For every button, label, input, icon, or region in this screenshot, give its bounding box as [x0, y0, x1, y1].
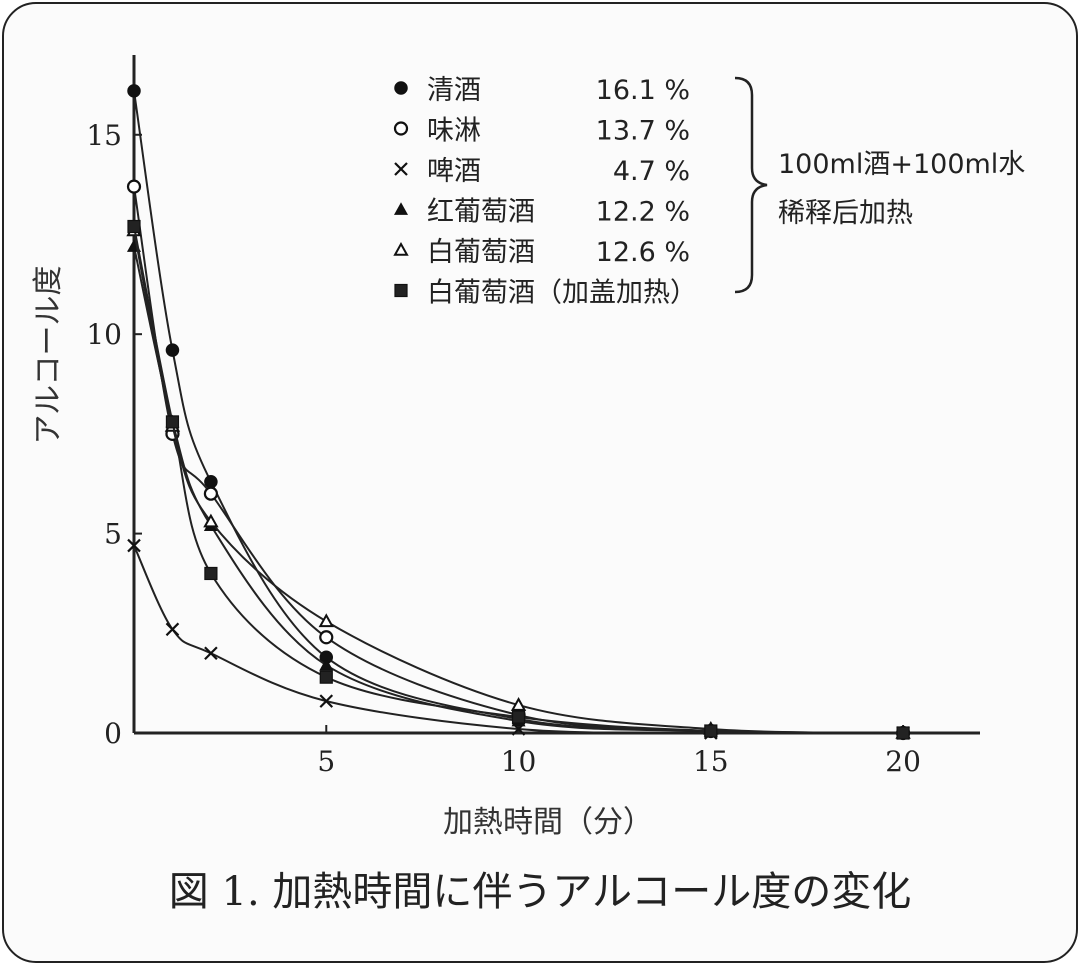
legend-label: 红葡萄酒 — [427, 197, 535, 228]
marker-open-circle — [393, 121, 409, 136]
marker-cross-stroke — [394, 162, 408, 176]
brace-note-line1: 100ml酒+100ml水 — [778, 149, 1025, 180]
marker-filled-square — [511, 710, 526, 724]
marker-cross — [319, 694, 334, 708]
marker-filled-square — [319, 670, 333, 684]
marker-cross-stroke — [127, 538, 141, 553]
legend-item: 白葡萄酒（加盖加热） — [394, 278, 697, 309]
series-line — [133, 246, 904, 734]
x-tick-label: 5 — [317, 745, 335, 778]
marker-filled-circle — [165, 343, 180, 357]
marker-cross-stroke — [165, 622, 180, 637]
figure-title: 図 1. 加熱時間に伴うアルコール度の変化 — [169, 869, 911, 915]
legend-item: 味淋 13.7 % — [393, 116, 690, 147]
y-tick-label: 5 — [104, 518, 122, 551]
legend-item: 啤酒 4.7 % — [394, 156, 690, 187]
marker-open-circle — [319, 630, 334, 645]
x-tick-label: 15 — [693, 745, 729, 778]
marker-filled-circle — [127, 84, 141, 98]
series-6 — [127, 219, 910, 740]
marker-filled-square — [394, 283, 408, 298]
x-tick-label: 10 — [501, 745, 537, 778]
series-line — [133, 186, 904, 735]
series-4 — [126, 239, 911, 739]
marker-cross — [204, 646, 218, 661]
marker-filled-square — [204, 566, 218, 581]
legend-percent: 4.7 % — [613, 156, 690, 187]
legend-label: 清酒 — [427, 75, 481, 106]
marker-filled-square — [165, 415, 180, 429]
legend-label: 味淋 — [427, 116, 481, 147]
marker-filled-square — [896, 726, 910, 740]
series-1 — [127, 84, 910, 740]
legend-item: 红葡萄酒 12.2 % — [393, 197, 690, 228]
x-axis-label: 加熱時間（分） — [443, 805, 653, 840]
marker-filled-circle — [394, 81, 408, 95]
y-tick-label: 15 — [86, 119, 122, 152]
x-tick-label: 20 — [885, 745, 921, 778]
marker-open-triangle — [318, 613, 334, 628]
legend: 清酒 16.1 % 味淋 13.7 % 啤酒 4.7 % 红葡萄酒 12.2 % 白葡萄酒 12.… — [393, 75, 697, 309]
legend-label: 白葡萄酒 — [427, 237, 535, 268]
y-tick-label: 10 — [86, 318, 122, 351]
marker-filled-square — [127, 219, 141, 234]
marker-filled-square — [704, 724, 718, 738]
legend-percent: 12.6 % — [596, 237, 690, 268]
marker-cross — [127, 538, 141, 553]
legend-percent: 12.2 % — [596, 197, 690, 228]
legend-brace — [734, 76, 768, 294]
y-axis-label: アルコール度 — [31, 265, 66, 444]
marker-cross — [165, 622, 180, 637]
legend-label: 啤酒 — [427, 156, 481, 187]
marker-open-circle — [126, 179, 142, 194]
marker-cross-stroke — [319, 694, 334, 708]
series-layer — [126, 84, 911, 741]
marker-filled-circle — [204, 474, 218, 489]
legend-percent: 16.1 % — [596, 75, 690, 106]
legend-label: 白葡萄酒（加盖加热） — [427, 278, 697, 309]
legend-percent: 13.7 % — [596, 116, 690, 147]
legend-item: 白葡萄酒 12.6 % — [393, 237, 690, 268]
marker-filled-triangle — [393, 202, 409, 215]
series-line — [133, 90, 904, 734]
legend-item: 清酒 16.1 % — [394, 75, 690, 106]
marker-cross — [394, 162, 408, 176]
marker-open-triangle — [393, 241, 409, 256]
y-tick-label: 0 — [104, 717, 122, 750]
marker-filled-triangle — [319, 657, 334, 671]
marker-cross-stroke — [204, 646, 218, 661]
brace-note-line2: 稀释后加热 — [778, 198, 913, 229]
marker-open-triangle — [510, 697, 527, 711]
marker-open-triangle — [203, 513, 219, 528]
marker-open-circle — [203, 486, 219, 501]
